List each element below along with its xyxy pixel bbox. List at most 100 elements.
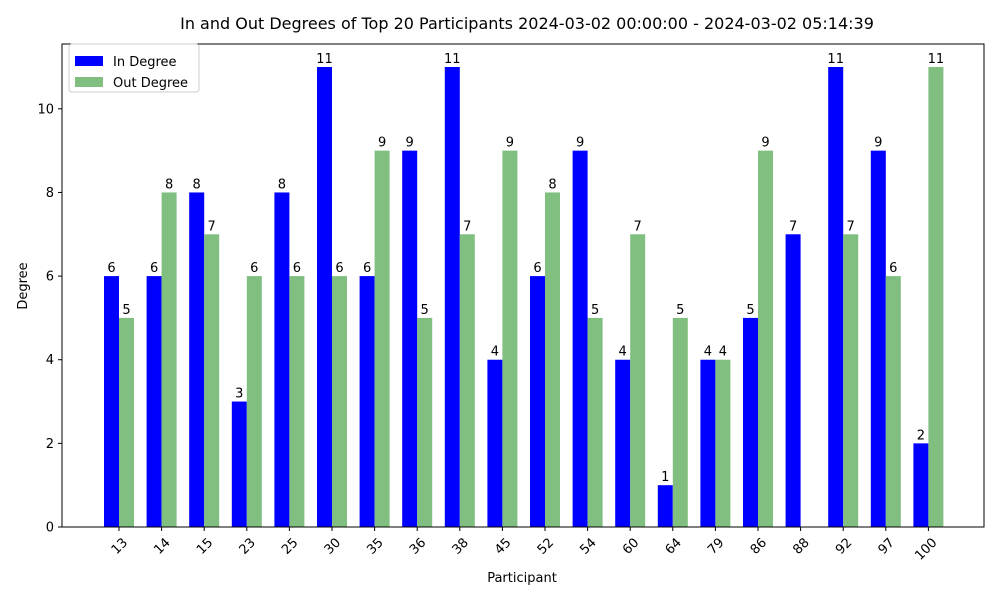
in-degree-label-88: 7 xyxy=(789,219,797,234)
in-degree-label-13: 6 xyxy=(107,261,115,276)
in-degree-bar-15 xyxy=(189,192,205,528)
in-degree-label-60: 4 xyxy=(619,345,627,360)
y-tick-label-6: 6 xyxy=(46,270,54,285)
x-tick-label-14: 14 xyxy=(151,535,173,557)
out-degree-label-35: 9 xyxy=(378,136,386,151)
x-tick-label-100: 100 xyxy=(912,535,940,563)
in-degree-label-79: 4 xyxy=(704,345,712,360)
x-tick-label-54: 54 xyxy=(577,535,599,557)
in-degree-bar-36 xyxy=(402,150,418,528)
out-degree-label-14: 8 xyxy=(165,177,173,192)
x-tick-label-23: 23 xyxy=(237,535,259,557)
x-tick-label-25: 25 xyxy=(279,535,301,557)
legend: In Degree Out Degree xyxy=(68,43,200,93)
in-degree-bar-97 xyxy=(870,150,886,528)
out-degree-label-92: 7 xyxy=(847,219,855,234)
legend-label-in-degree: In Degree xyxy=(113,55,177,70)
in-degree-bar-45 xyxy=(487,359,503,527)
out-degree-bar-13 xyxy=(119,317,134,527)
in-degree-bar-54 xyxy=(572,150,588,528)
in-degree-label-14: 6 xyxy=(150,261,158,276)
in-degree-bar-23 xyxy=(231,401,247,527)
out-degree-bar-60 xyxy=(630,234,646,528)
in-degree-bar-79 xyxy=(700,359,716,527)
x-axis-label: Participant xyxy=(487,571,557,586)
x-tick-label-97: 97 xyxy=(876,535,898,557)
y-axis-label: Degree xyxy=(16,262,31,309)
in-degree-label-15: 8 xyxy=(193,177,201,192)
in-degree-label-25: 8 xyxy=(278,177,286,192)
in-degree-label-97: 9 xyxy=(874,136,882,151)
in-degree-label-92: 11 xyxy=(827,52,844,67)
in-degree-bar-52 xyxy=(530,276,545,527)
y-tick-label-10: 10 xyxy=(37,102,54,117)
x-tick-label-64: 64 xyxy=(663,535,685,557)
x-tick-label-92: 92 xyxy=(833,535,855,557)
out-degree-label-64: 5 xyxy=(676,303,684,318)
chart-title: In and Out Degrees of Top 20 Participant… xyxy=(180,14,874,33)
out-degree-bar-23 xyxy=(246,276,262,527)
in-degree-bar-13 xyxy=(104,276,119,527)
out-degree-bar-92 xyxy=(843,234,859,528)
in-degree-bar-60 xyxy=(615,359,631,527)
in-degree-bar-35 xyxy=(359,276,375,527)
out-degree-label-79: 4 xyxy=(719,345,727,360)
out-degree-bar-100 xyxy=(928,67,944,527)
out-degree-label-52: 8 xyxy=(548,177,556,192)
in-degree-bar-25 xyxy=(274,192,290,528)
in-degree-bar-64 xyxy=(657,485,673,527)
out-degree-bar-14 xyxy=(161,192,177,528)
in-degree-label-38: 11 xyxy=(444,52,461,67)
x-tick-label-38: 38 xyxy=(450,535,472,557)
in-degree-bar-86 xyxy=(743,317,758,527)
out-degree-label-23: 6 xyxy=(250,261,258,276)
in-degree-bar-92 xyxy=(828,67,844,527)
out-degree-bar-64 xyxy=(672,317,688,527)
out-degree-label-25: 6 xyxy=(293,261,301,276)
in-degree-bar-100 xyxy=(913,443,929,527)
out-degree-label-30: 6 xyxy=(335,261,343,276)
out-degree-bar-52 xyxy=(545,192,560,528)
x-tick-label-13: 13 xyxy=(109,535,131,557)
out-degree-bar-38 xyxy=(459,234,475,528)
in-degree-label-54: 9 xyxy=(576,136,584,151)
in-degree-label-45: 4 xyxy=(491,345,499,360)
x-tick-label-15: 15 xyxy=(194,535,216,557)
x-axis-ticks: 13 14 15 23 25 30 35 36 38 45 52 54 60 64 79 86 88 92 97 10… xyxy=(109,527,940,564)
out-degree-bar-35 xyxy=(374,150,390,528)
out-degree-bar-45 xyxy=(502,150,518,528)
in-degree-label-23: 3 xyxy=(235,387,243,402)
y-axis-ticks: 0 2 4 6 8 10 xyxy=(37,102,62,536)
x-tick-label-52: 52 xyxy=(535,535,557,557)
in-degree-label-36: 9 xyxy=(406,136,414,151)
y-tick-label-8: 8 xyxy=(46,186,54,201)
out-degree-label-13: 5 xyxy=(122,303,130,318)
in-degree-bar-38 xyxy=(444,67,460,527)
in-degree-label-52: 6 xyxy=(533,261,541,276)
out-degree-label-86: 9 xyxy=(761,136,769,151)
legend-swatch-in-degree xyxy=(75,56,103,66)
x-tick-label-79: 79 xyxy=(705,535,727,557)
y-tick-label-2: 2 xyxy=(46,437,54,452)
out-degree-label-45: 9 xyxy=(506,136,514,151)
in-degree-bar-30 xyxy=(317,67,332,527)
out-degree-bar-15 xyxy=(204,234,220,528)
legend-swatch-out-degree xyxy=(75,77,103,87)
out-degree-bar-54 xyxy=(587,317,603,527)
out-degree-bar-36 xyxy=(417,317,433,527)
out-degree-label-15: 7 xyxy=(208,219,216,234)
out-degree-bar-79 xyxy=(715,359,731,527)
out-degree-label-60: 7 xyxy=(634,219,642,234)
out-degree-bar-86 xyxy=(758,150,773,528)
out-degree-bar-25 xyxy=(289,276,305,527)
out-degree-label-100: 11 xyxy=(928,52,945,67)
x-tick-label-86: 86 xyxy=(748,535,770,557)
x-tick-label-36: 36 xyxy=(407,535,429,557)
x-tick-label-35: 35 xyxy=(364,535,386,557)
y-tick-label-0: 0 xyxy=(46,521,54,536)
out-degree-label-97: 6 xyxy=(889,261,897,276)
out-degree-bar-97 xyxy=(885,276,901,527)
out-degree-label-36: 5 xyxy=(421,303,429,318)
bars-layer xyxy=(104,67,944,528)
